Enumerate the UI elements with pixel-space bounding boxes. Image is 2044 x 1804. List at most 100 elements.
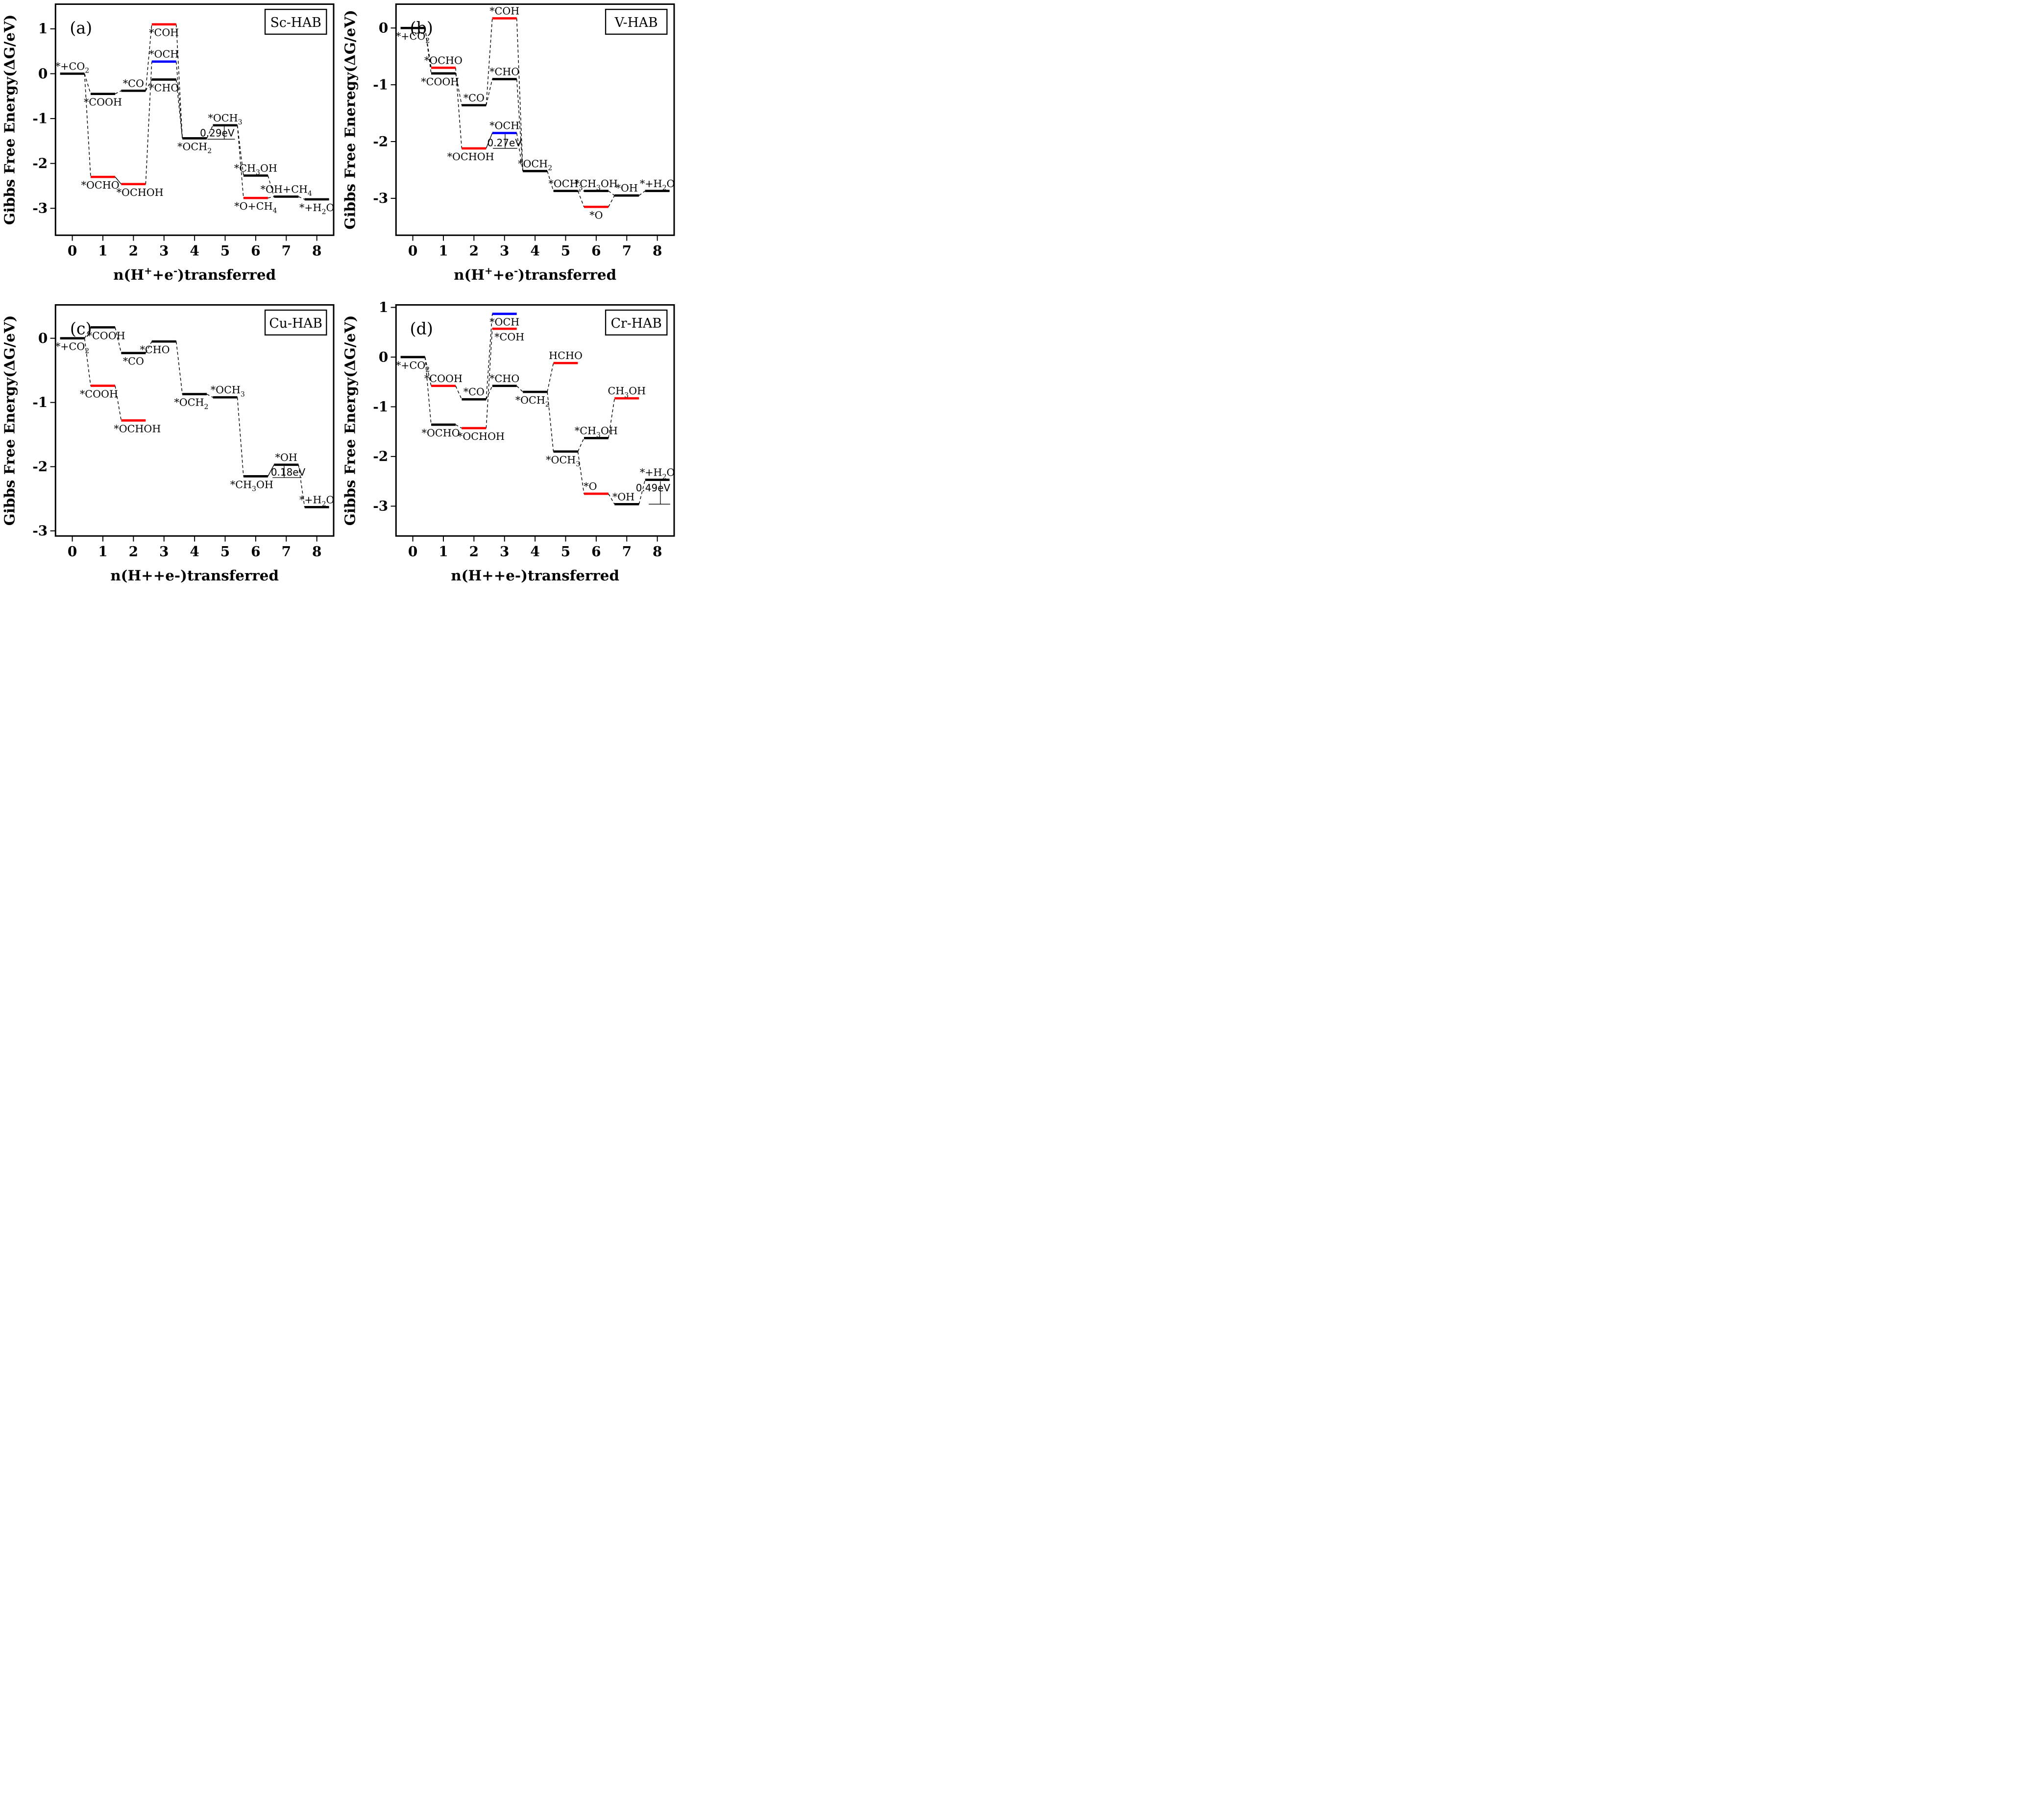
- level-label-*+CO2: *+CO2: [55, 60, 89, 74]
- y-axis-label: Gibbs Free Energy(ΔG/eV): [341, 315, 358, 526]
- connector-*CH3OH-to-*OH: [268, 464, 274, 477]
- connector-*COOH-to-*CO: [115, 90, 122, 95]
- connector-*OH-to-*+H2O: [638, 480, 646, 505]
- level-label-*+CO2: *+CO2: [55, 341, 89, 355]
- level-label-*OCHOH: *OCHOH: [114, 423, 161, 434]
- x-tick-label-1: 1: [438, 544, 448, 560]
- panel-c: *+CO2 *COOH *COOH *CO *OCHOH *CHO *OCH2 *OCH3 *C…: [0, 301, 341, 601]
- x-tick-label-6: 6: [251, 544, 260, 560]
- connector-*OCH3-to-*CH3OH: [237, 125, 244, 176]
- level-label-*COH: *COH: [489, 5, 519, 17]
- panel-a: *+CO2 *COOH *OCHO *CO *OCHOH *COH *OCH *CHO *OCH…: [0, 0, 341, 301]
- connector-*OCH-to-*OCH2: [175, 61, 183, 139]
- connector-*+CO2-to-*COOH: [84, 338, 91, 386]
- x-tick-label-2: 2: [469, 243, 479, 259]
- x-tick-label-2: 2: [129, 544, 138, 560]
- level-label-*OCH3: *OCH3: [211, 384, 245, 398]
- x-tick-label-6: 6: [591, 243, 601, 259]
- connector-*CO-to-*OCH: [486, 313, 493, 400]
- x-tick-label-5: 5: [220, 544, 230, 560]
- level-label-HCHO: HCHO: [549, 350, 583, 361]
- title-box: [605, 8, 668, 35]
- level-label-*CH3OH: *CH3OH: [575, 178, 618, 192]
- level-label-*OCH3: *OCH3: [546, 454, 580, 468]
- x-tick-label-3: 3: [159, 243, 169, 259]
- level-label-*OCH: *OCH: [489, 120, 519, 132]
- y-tick-label-0: 0: [38, 330, 48, 346]
- y-tick-label--1: -1: [32, 110, 48, 126]
- y-tick-label--1: -1: [32, 394, 48, 410]
- connector-*OCH3-to-*CH3OH: [237, 397, 244, 477]
- connector-*OH+CH4-to-*+H2O: [298, 196, 305, 200]
- panel-letter: (a): [70, 18, 92, 37]
- panel-background: [341, 301, 681, 601]
- x-tick-label-4: 4: [190, 544, 199, 560]
- y-tick-label--3: -3: [32, 523, 48, 539]
- level-label-*COOH: *COOH: [87, 330, 125, 341]
- y-tick-label--2: -2: [373, 448, 388, 464]
- connector-*OCHOH-to-*COH: [486, 329, 493, 429]
- y-tick-label--2: -2: [32, 458, 48, 475]
- y-tick-label-0: 0: [38, 66, 48, 82]
- connector-*OH-to-*+H2O: [298, 464, 305, 507]
- x-tick-label-5: 5: [561, 243, 570, 259]
- x-axis-label: n(H++e-)transferred: [110, 567, 279, 584]
- connector-*OCH-to-*OCH2: [516, 133, 523, 171]
- x-axis-label: n(H++e-)transferred: [113, 265, 276, 283]
- level-label-*CO: *CO: [123, 77, 144, 89]
- level-label-*OH: *OH: [612, 491, 634, 503]
- panel-background: [0, 0, 341, 301]
- energy-diagram-Cu-HAB: *+CO2*COOH*COOH*CO*OCHOH*CHO*OCH2*OCH3*C…: [0, 301, 341, 601]
- annotation-text-0.49eV: 0.49eV: [636, 482, 671, 494]
- connector-*OCH3-to-*O: [577, 191, 584, 207]
- y-tick-label--1: -1: [373, 76, 388, 93]
- connector-*CO-to-*COH: [486, 18, 493, 105]
- level-label-CH3OH: CH3OH: [608, 385, 646, 399]
- level-label-*+CO2: *+CO2: [396, 30, 430, 45]
- level-label-*+CO2: *+CO2: [396, 360, 430, 374]
- connector-*CO-to-*COH: [145, 24, 152, 91]
- level-label-*O+CH4: *O+CH4: [234, 200, 277, 215]
- x-tick-label-5: 5: [220, 243, 230, 259]
- connector-*OCH2-to-*OCH3: [206, 393, 213, 398]
- level-label-*+H2O: *+H2O: [640, 178, 675, 192]
- y-tick-label--1: -1: [373, 399, 388, 415]
- level-label-*OCH2: *OCH2: [518, 158, 552, 172]
- level-label-*+H2O: *+H2O: [299, 202, 334, 216]
- x-tick-label-8: 8: [312, 544, 321, 560]
- x-tick-label-7: 7: [622, 544, 632, 560]
- x-tick-label-5: 5: [561, 544, 570, 560]
- y-tick-label--3: -3: [32, 200, 48, 216]
- x-tick-label-4: 4: [530, 544, 539, 560]
- x-axis-label: n(H++e-)transferred: [454, 265, 616, 283]
- y-tick-label--3: -3: [373, 190, 388, 206]
- level-label-*CH3OH: *CH3OH: [234, 162, 277, 176]
- x-tick-label-7: 7: [282, 243, 291, 259]
- connector-*COOH-to-*CO: [115, 327, 122, 353]
- panel-title: Sc-HAB: [270, 15, 321, 30]
- level-label-*CO: *CO: [123, 356, 144, 367]
- connector-*OCH3-to-*O+CH4: [237, 125, 244, 198]
- level-label-*OCHO: *OCHO: [424, 54, 462, 66]
- level-label-*COOH: *COOH: [80, 388, 118, 400]
- x-tick-label-4: 4: [530, 243, 539, 259]
- connector-*O-to-*OH: [608, 493, 615, 505]
- energy-diagram-V-HAB: *+CO2 *OCHO *COOH *CO *OCHOH *COH *CHO *OCH *OCH…: [341, 0, 681, 301]
- level-label-*CH3OH: *CH3OH: [575, 425, 618, 439]
- x-tick-label-4: 4: [190, 243, 199, 259]
- x-tick-label-8: 8: [653, 544, 662, 560]
- energy-diagram-Cr-HAB: *+CO2*COOH*OCHO*CO*OCHOH*OCH*COH*CHO*OCH…: [341, 301, 681, 601]
- level-label-*COOH: *COOH: [421, 76, 459, 88]
- y-tick-label--3: -3: [373, 498, 388, 514]
- y-tick-label--2: -2: [32, 155, 48, 171]
- level-label-*O: *O: [589, 209, 603, 221]
- x-tick-label-1: 1: [438, 243, 448, 259]
- level-label-*COOH: *COOH: [84, 96, 122, 108]
- connector-*COOH-to-*OCHOH: [115, 385, 122, 421]
- x-tick-label-8: 8: [312, 243, 321, 259]
- panel-background: [341, 0, 681, 301]
- connector-*OCHO-to-*OCHOH: [115, 176, 122, 185]
- connector-*CO-to-*CHO: [145, 341, 152, 354]
- x-tick-label-8: 8: [653, 243, 662, 259]
- level-label-*CO: *CO: [463, 92, 485, 104]
